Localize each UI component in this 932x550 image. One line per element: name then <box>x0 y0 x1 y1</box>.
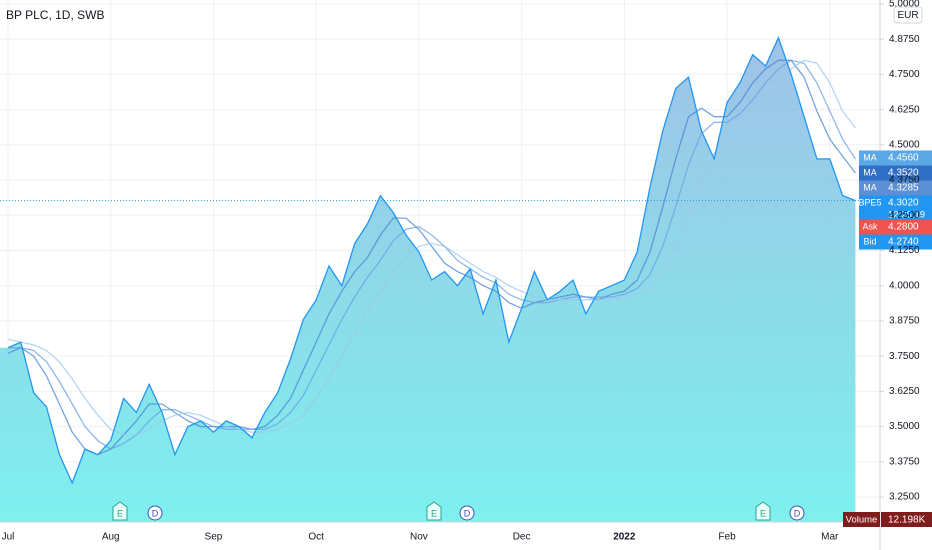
y-tick-label: 3.2500 <box>889 492 920 503</box>
y-tick-label: 4.5000 <box>889 139 920 150</box>
countdown: 12:25:19 <box>888 210 925 221</box>
currency-box[interactable] <box>893 6 923 24</box>
price-label-name-box <box>859 150 881 166</box>
price-label-name: BPE5 <box>858 197 881 207</box>
y-tick-label: 3.5000 <box>889 421 920 432</box>
earnings-marker <box>112 501 128 521</box>
price-label-value: 4.4560 <box>888 153 919 164</box>
price-label-box <box>881 234 932 250</box>
price-label-value: 4.3285 <box>888 183 919 194</box>
moving-average <box>7 59 856 436</box>
y-tick-label: 3.3750 <box>889 456 920 467</box>
price-label-box <box>881 219 932 235</box>
price-label-box <box>881 165 932 181</box>
x-tick-label: Feb <box>718 532 736 543</box>
currency[interactable]: EUR <box>897 10 918 21</box>
x-tick-label: Sep <box>205 532 223 543</box>
y-tick-label: 4.2500 <box>889 210 920 221</box>
moving-average <box>7 59 856 456</box>
earnings-marker <box>426 501 442 521</box>
volume-value-box <box>881 512 932 527</box>
y-tick-label: 3.8750 <box>889 316 920 327</box>
price-line <box>7 36 856 485</box>
y-tick-label: 4.7500 <box>889 69 920 80</box>
x-tick-label: Jul <box>2 532 15 543</box>
x-tick-label: Dec <box>513 532 531 543</box>
y-tick-label: 5.0000 <box>889 0 920 10</box>
price-label-value: 4.2800 <box>888 222 919 233</box>
x-tick-label: Nov <box>410 532 428 543</box>
price-label-name: Bid <box>863 236 876 246</box>
event-label: E <box>760 508 766 518</box>
volume-value: 12.198K <box>888 515 926 526</box>
x-tick-label: Aug <box>102 532 120 543</box>
moving-average <box>8 59 856 450</box>
price-label-name-box <box>859 195 881 224</box>
event-label: E <box>117 508 123 518</box>
event-label: D <box>152 508 159 518</box>
y-tick-label: 4.6250 <box>889 104 920 115</box>
volume-name-box <box>843 512 880 527</box>
y-tick-label: 3.6250 <box>889 386 920 397</box>
price-label-name: Ask <box>862 221 878 231</box>
price-label-name-box <box>859 234 881 250</box>
dividend-marker <box>147 505 163 521</box>
price-label-box <box>881 195 932 224</box>
price-label-value: 4.2740 <box>888 237 919 248</box>
dividend-marker <box>789 505 805 521</box>
x-tick-label: Mar <box>821 532 839 543</box>
y-tick-label: 4.8750 <box>889 34 920 45</box>
earnings-marker <box>755 501 771 521</box>
price-label-box <box>881 180 932 196</box>
price-label-name: MA <box>863 167 877 177</box>
event-label: D <box>464 508 471 518</box>
event-label: D <box>794 508 801 518</box>
price-label-value: 4.3020 <box>888 198 919 209</box>
price-label-name: MA <box>863 152 877 162</box>
x-tick-label: Oct <box>308 532 324 543</box>
price-label-name: MA <box>863 182 877 192</box>
price-label-box <box>881 150 932 166</box>
y-tick-label: 4.0000 <box>889 280 920 291</box>
event-label: E <box>431 508 437 518</box>
price-label-name-box <box>859 180 881 196</box>
y-tick-label: 3.7500 <box>889 351 920 362</box>
price-label-name-box <box>859 219 881 235</box>
y-tick-label: 4.1250 <box>889 245 920 256</box>
price-label-value: 4.3520 <box>888 168 919 179</box>
dividend-marker <box>459 505 475 521</box>
y-tick-label: 4.3750 <box>889 175 920 186</box>
price-label-name-box <box>859 165 881 181</box>
volume-name: Volume <box>846 515 878 526</box>
price-area <box>0 37 856 523</box>
chart-title: BP PLC, 1D, SWB <box>6 8 104 22</box>
x-tick-label: 2022 <box>613 532 636 543</box>
